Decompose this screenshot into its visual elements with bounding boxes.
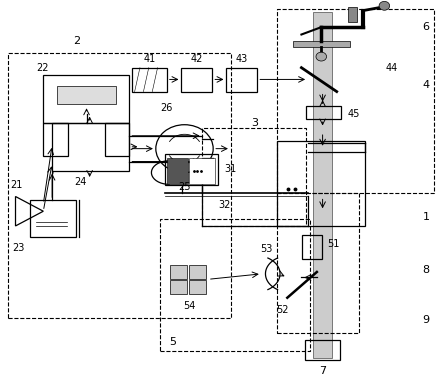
Bar [131,68,167,91]
Text: 54: 54 [183,301,195,311]
Bar [182,68,212,91]
Bar [306,106,341,119]
Text: 53: 53 [260,243,272,254]
Text: 4: 4 [422,80,429,90]
Bar [313,12,332,358]
Text: 7: 7 [319,366,326,376]
Bar [52,123,129,171]
Bar [170,265,187,279]
Text: 32: 32 [218,200,230,210]
Bar [44,75,129,123]
Bar [30,200,76,237]
Bar [56,86,116,104]
Text: 44: 44 [385,63,397,73]
Text: 6: 6 [422,22,429,32]
Bar [165,154,218,186]
Text: 24: 24 [75,177,87,187]
Bar [202,129,306,226]
Bar [160,218,310,351]
Text: 51: 51 [327,239,339,249]
Text: 9: 9 [422,315,429,325]
Text: 8: 8 [422,265,429,275]
Text: 41: 41 [143,54,155,64]
Text: 3: 3 [252,118,258,129]
Bar [170,280,187,294]
Text: 21: 21 [10,180,23,191]
Text: 5: 5 [169,338,176,347]
Circle shape [316,52,327,61]
Text: 1: 1 [422,212,429,222]
Bar [293,41,350,47]
Bar [277,193,359,333]
Text: 22: 22 [37,63,49,73]
Polygon shape [16,197,44,226]
Bar [277,141,365,226]
Bar [189,280,206,294]
Bar [189,158,215,184]
Text: 31: 31 [224,164,237,174]
Bar [8,53,231,318]
Text: 25: 25 [178,182,191,192]
Bar [167,158,188,184]
Text: 42: 42 [190,54,203,64]
Bar [348,7,357,22]
Bar [105,123,129,156]
Bar [189,265,206,279]
Text: 26: 26 [160,103,173,113]
Bar [277,9,434,193]
Bar [302,235,322,259]
Bar [305,340,340,360]
Text: 23: 23 [12,243,25,253]
Bar [44,123,67,156]
Circle shape [379,2,390,10]
Text: 43: 43 [236,54,248,64]
Text: 45: 45 [348,108,360,119]
Text: 52: 52 [277,305,289,315]
Bar [226,68,257,91]
Text: 2: 2 [73,36,80,46]
